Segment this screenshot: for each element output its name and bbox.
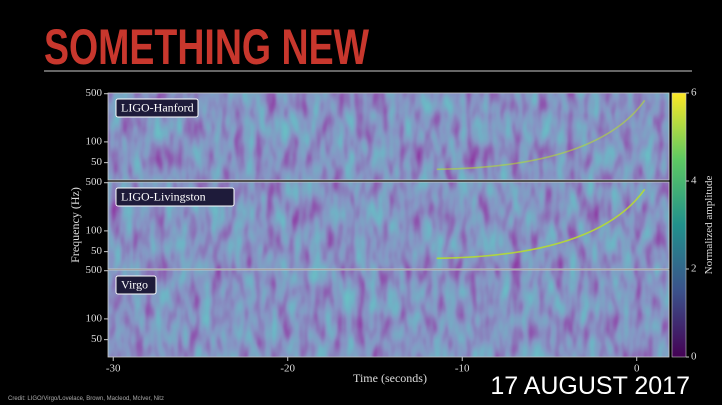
y-tick-label: 500 [86, 176, 103, 188]
chirp-track [436, 188, 646, 260]
chirp-track [436, 99, 646, 171]
panel-label: LIGO-Hanford [121, 100, 194, 114]
y-tick-label: 50 [91, 245, 103, 257]
panel-label: LIGO-Livingston [121, 189, 206, 203]
colorbar-label: Normalized amplitude [703, 176, 715, 275]
x-axis-label: Time (seconds) [353, 371, 427, 385]
panel-label-box [115, 275, 157, 295]
credit: Credit: LIGO/Virgo/Lovelace, Brown, Macl… [8, 396, 164, 402]
y-tick-label: 500 [86, 264, 103, 276]
y-tick-label: 100 [86, 224, 103, 236]
colorbar [671, 92, 687, 358]
x-tick-label: -20 [280, 363, 295, 375]
panel-label: Virgo [121, 277, 148, 291]
x-tick-label: 0 [634, 363, 640, 375]
x-tick-label: -30 [106, 363, 121, 375]
y-tick-label: 500 [86, 87, 103, 99]
x-tick-label: -10 [455, 363, 470, 375]
panel-label-box [115, 98, 199, 118]
panel-frame [107, 269, 670, 358]
panel-label-box [115, 187, 235, 207]
panel-frame [107, 181, 670, 270]
colorbar-tick-label: 0 [691, 351, 697, 363]
slide-title: SOMETHING NEW [44, 19, 370, 75]
colorbar-tick-label: 4 [691, 175, 697, 187]
y-tick-label: 100 [86, 135, 103, 147]
y-axis-label: Frequency (Hz) [68, 187, 82, 263]
y-tick-label: 100 [86, 312, 103, 324]
spectrogram-panel [108, 270, 669, 357]
y-tick-label: 50 [91, 333, 103, 345]
colorbar-tick-label: 2 [691, 263, 697, 275]
panel-frame [107, 92, 670, 181]
date: 17 AUGUST 2017 [490, 372, 690, 400]
spectrogram-panel [108, 93, 669, 180]
colorbar-tick-label: 6 [691, 87, 697, 99]
y-tick-label: 50 [91, 156, 103, 168]
